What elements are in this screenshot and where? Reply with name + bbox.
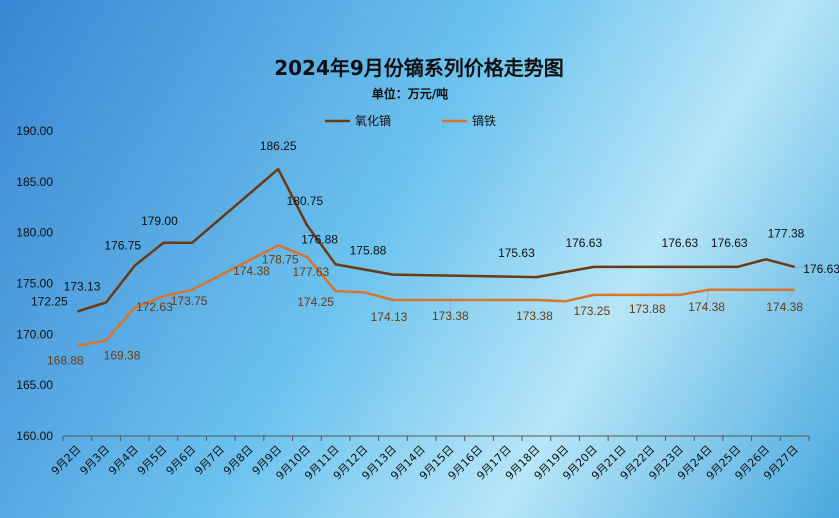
data-label: 176.88 bbox=[301, 232, 338, 246]
chart-subtitle: 单位：万元/吨 bbox=[372, 86, 448, 101]
data-label: 176.63 bbox=[662, 236, 699, 250]
data-label: 173.75 bbox=[171, 294, 208, 308]
data-label: 175.63 bbox=[498, 246, 535, 260]
leader-line bbox=[706, 289, 709, 307]
data-label: 172.25 bbox=[31, 294, 68, 308]
y-tick-label: 165.00 bbox=[16, 378, 53, 392]
data-label: 174.38 bbox=[766, 300, 803, 314]
x-tick-label: 9月2日 bbox=[49, 443, 84, 478]
x-tick-label: 9月7日 bbox=[192, 443, 227, 478]
series-lines bbox=[76, 167, 796, 347]
x-tick-label: 9月8日 bbox=[221, 443, 256, 478]
data-label: 173.13 bbox=[64, 280, 101, 294]
y-tick-label: 190.00 bbox=[16, 124, 53, 138]
leader-line bbox=[249, 260, 254, 272]
data-label: 174.25 bbox=[297, 295, 334, 309]
leader-line bbox=[794, 266, 824, 270]
y-tick-label: 180.00 bbox=[16, 226, 53, 240]
data-label: 173.38 bbox=[516, 309, 553, 323]
legend-label: 镝铁 bbox=[472, 113, 496, 128]
x-tick-label: 9月5日 bbox=[135, 443, 170, 478]
data-label: 175.88 bbox=[350, 244, 387, 258]
data-label: 173.38 bbox=[432, 309, 469, 323]
y-tick-label: 170.00 bbox=[16, 327, 53, 341]
legend: 氧化镝 镝铁 bbox=[325, 113, 496, 128]
data-label: 173.88 bbox=[629, 302, 666, 316]
data-label: 180.75 bbox=[287, 194, 324, 208]
data-label: 173.25 bbox=[573, 304, 610, 318]
data-label: 169.38 bbox=[104, 349, 141, 363]
x-axis: 9月2日9月3日9月4日9月5日9月6日9月7日9月8日9月9日9月10日9月1… bbox=[49, 435, 810, 483]
x-tick-label: 9月6日 bbox=[164, 443, 199, 478]
data-label: 176.63 bbox=[803, 262, 839, 276]
data-label: 176.63 bbox=[711, 236, 748, 250]
data-label: 174.38 bbox=[233, 264, 270, 278]
data-label: 172.63 bbox=[136, 300, 173, 314]
y-tick-label: 175.00 bbox=[16, 277, 53, 291]
data-label: 168.88 bbox=[47, 354, 84, 368]
data-label: 186.25 bbox=[260, 139, 297, 153]
y-axis: 160.00 165.00 170.00 175.00 180.00 185.00 190.… bbox=[16, 124, 53, 443]
data-label: 179.00 bbox=[141, 214, 178, 228]
leader-lines bbox=[249, 260, 824, 318]
series-line-dysprosium-oxide bbox=[76, 167, 796, 313]
leader-line bbox=[388, 299, 394, 318]
x-tick-label: 9月4日 bbox=[106, 443, 141, 478]
chart-title: 2024年9月份镝系列价格走势图 bbox=[274, 56, 564, 80]
leader-line bbox=[784, 289, 795, 308]
data-label: 176.75 bbox=[104, 239, 141, 253]
y-tick-label: 185.00 bbox=[16, 175, 53, 189]
series-line-dysprosium-iron bbox=[77, 244, 795, 347]
data-label: 177.63 bbox=[293, 265, 330, 279]
y-tick-label: 160.00 bbox=[16, 429, 53, 443]
data-label: 177.38 bbox=[768, 226, 805, 240]
data-label: 174.38 bbox=[688, 300, 725, 314]
data-label: 178.75 bbox=[262, 252, 299, 266]
x-tick-label: 9月3日 bbox=[78, 443, 113, 478]
legend-label: 氧化镝 bbox=[355, 113, 391, 128]
data-label: 176.63 bbox=[565, 236, 602, 250]
data-label: 174.13 bbox=[371, 310, 408, 324]
